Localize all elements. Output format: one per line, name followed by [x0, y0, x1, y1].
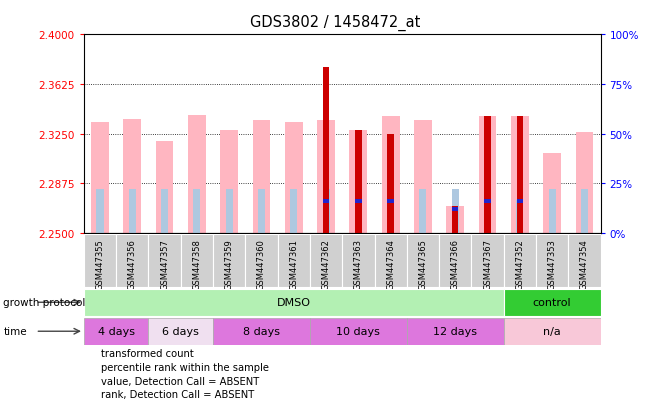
Bar: [291, 190, 297, 233]
Text: GSM447359: GSM447359: [225, 238, 234, 289]
Bar: [581, 190, 588, 233]
Text: GSM447366: GSM447366: [451, 238, 460, 289]
Text: rank, Detection Call = ABSENT: rank, Detection Call = ABSENT: [101, 389, 254, 399]
Bar: [258, 190, 265, 233]
Bar: [484, 200, 491, 203]
Bar: [484, 200, 491, 233]
Bar: [471, 234, 504, 287]
Text: GSM447354: GSM447354: [580, 238, 589, 289]
Text: GSM447353: GSM447353: [548, 238, 557, 289]
Bar: [97, 190, 103, 233]
Bar: [504, 234, 536, 287]
Bar: [387, 200, 394, 233]
Bar: [517, 200, 523, 203]
Text: GSM447360: GSM447360: [257, 238, 266, 289]
Text: 10 days: 10 days: [336, 326, 380, 337]
Bar: [576, 133, 593, 233]
Bar: [504, 289, 601, 316]
Bar: [439, 234, 471, 287]
Bar: [148, 234, 180, 287]
Bar: [193, 190, 201, 233]
Bar: [544, 154, 561, 233]
Bar: [355, 200, 362, 233]
Text: growth protocol: growth protocol: [3, 297, 86, 308]
Text: GSM447367: GSM447367: [483, 238, 492, 289]
Bar: [310, 234, 342, 287]
Bar: [452, 207, 458, 233]
Text: GSM447358: GSM447358: [193, 238, 201, 289]
Bar: [387, 200, 394, 203]
Bar: [407, 318, 504, 345]
Bar: [285, 122, 303, 233]
Bar: [536, 234, 568, 287]
Text: GSM447365: GSM447365: [419, 238, 427, 289]
Bar: [123, 120, 141, 233]
Text: GSM447364: GSM447364: [386, 238, 395, 289]
Bar: [156, 142, 174, 233]
Bar: [246, 234, 278, 287]
Bar: [446, 207, 464, 233]
Text: GDS3802 / 1458472_at: GDS3802 / 1458472_at: [250, 14, 421, 31]
Text: 8 days: 8 days: [243, 326, 280, 337]
Bar: [225, 190, 233, 233]
Bar: [374, 234, 407, 287]
Bar: [355, 130, 362, 233]
Bar: [516, 200, 523, 233]
Text: value, Detection Call = ABSENT: value, Detection Call = ABSENT: [101, 376, 260, 386]
Text: GSM447362: GSM447362: [321, 238, 331, 289]
Bar: [180, 234, 213, 287]
Bar: [323, 200, 329, 203]
Bar: [84, 289, 504, 316]
Bar: [342, 234, 374, 287]
Text: transformed count: transformed count: [101, 349, 194, 358]
Text: DMSO: DMSO: [276, 297, 311, 308]
Text: GSM447356: GSM447356: [127, 238, 137, 289]
Text: GSM447361: GSM447361: [289, 238, 299, 289]
Bar: [452, 190, 459, 233]
Bar: [188, 116, 206, 233]
Bar: [220, 130, 238, 233]
Bar: [213, 234, 246, 287]
Bar: [84, 318, 148, 345]
Bar: [213, 318, 310, 345]
Bar: [310, 318, 407, 345]
Text: percentile rank within the sample: percentile rank within the sample: [101, 362, 269, 372]
Bar: [148, 318, 213, 345]
Bar: [252, 121, 270, 233]
Bar: [484, 117, 491, 233]
Bar: [549, 190, 556, 233]
Bar: [511, 117, 529, 233]
Text: GSM447352: GSM447352: [515, 238, 524, 289]
Bar: [323, 190, 329, 233]
Bar: [517, 117, 523, 233]
Bar: [382, 117, 399, 233]
Bar: [129, 190, 136, 233]
Text: 4 days: 4 days: [98, 326, 135, 337]
Bar: [161, 190, 168, 233]
Bar: [407, 234, 439, 287]
Text: control: control: [533, 297, 572, 308]
Text: GSM447355: GSM447355: [95, 238, 105, 289]
Text: n/a: n/a: [544, 326, 561, 337]
Text: GSM447363: GSM447363: [354, 238, 363, 289]
Text: GSM447357: GSM447357: [160, 238, 169, 289]
Bar: [452, 208, 458, 211]
Text: 12 days: 12 days: [433, 326, 477, 337]
Bar: [478, 117, 497, 233]
Bar: [504, 318, 601, 345]
Bar: [278, 234, 310, 287]
Bar: [317, 121, 335, 233]
Text: time: time: [3, 326, 27, 337]
Bar: [568, 234, 601, 287]
Bar: [116, 234, 148, 287]
Bar: [419, 190, 427, 233]
Bar: [414, 121, 432, 233]
Bar: [91, 122, 109, 233]
Bar: [387, 134, 394, 233]
Text: 6 days: 6 days: [162, 326, 199, 337]
Bar: [323, 68, 329, 233]
Bar: [350, 130, 367, 233]
Bar: [84, 234, 116, 287]
Bar: [355, 200, 362, 203]
